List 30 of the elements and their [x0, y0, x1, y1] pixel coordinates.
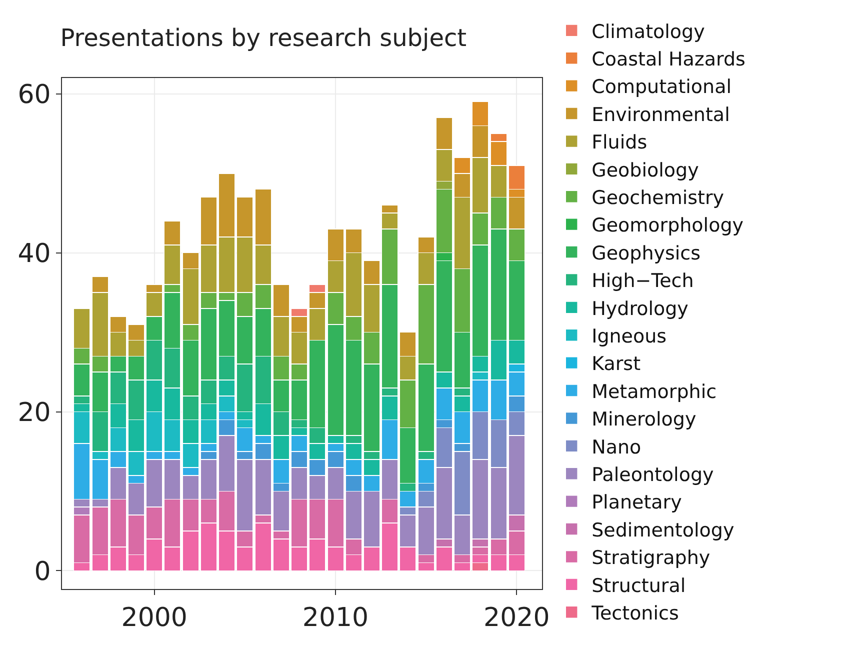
legend-label: Nano	[592, 436, 642, 458]
x-tick-label: 2000	[121, 603, 188, 634]
legend-label: Fluids	[592, 132, 648, 154]
y-tick-label: 20	[18, 398, 51, 428]
legend-label: Stratigraphy	[592, 547, 710, 570]
x-tick-label: 2020	[484, 603, 550, 634]
legend-label: Structural	[592, 574, 686, 597]
legend-label: Geomorphology	[592, 214, 744, 237]
legend-label: Climatology	[592, 20, 705, 43]
legend-label: Planetary	[592, 492, 682, 514]
legend-label: Environmental	[592, 104, 730, 126]
y-tick-label: 60	[18, 80, 51, 110]
legend-label: Geobiology	[592, 159, 699, 182]
legend-label: Paleontology	[592, 464, 714, 486]
chart-title: Presentations by research subject	[60, 24, 467, 52]
legend-label: High−Tech	[592, 270, 694, 292]
legend-label: Karst	[592, 353, 641, 376]
legend-label: Metamorphic	[592, 380, 717, 403]
legend-label: Sedimentology	[592, 519, 734, 542]
legend-label: Igneous	[592, 326, 667, 348]
legend-label: Minerology	[592, 408, 696, 431]
y-tick-label: 0	[34, 556, 51, 587]
legend-label: Coastal Hazards	[592, 48, 746, 71]
y-tick-label: 40	[18, 238, 51, 269]
legend-label: Geochemistry	[592, 187, 724, 210]
legend-label: Hydrology	[592, 298, 688, 320]
legend-label: Tectonics	[590, 602, 679, 625]
x-tick-label: 2010	[302, 603, 369, 634]
legend-label: Geophysics	[592, 242, 701, 264]
legend-label: Computational	[592, 76, 732, 98]
